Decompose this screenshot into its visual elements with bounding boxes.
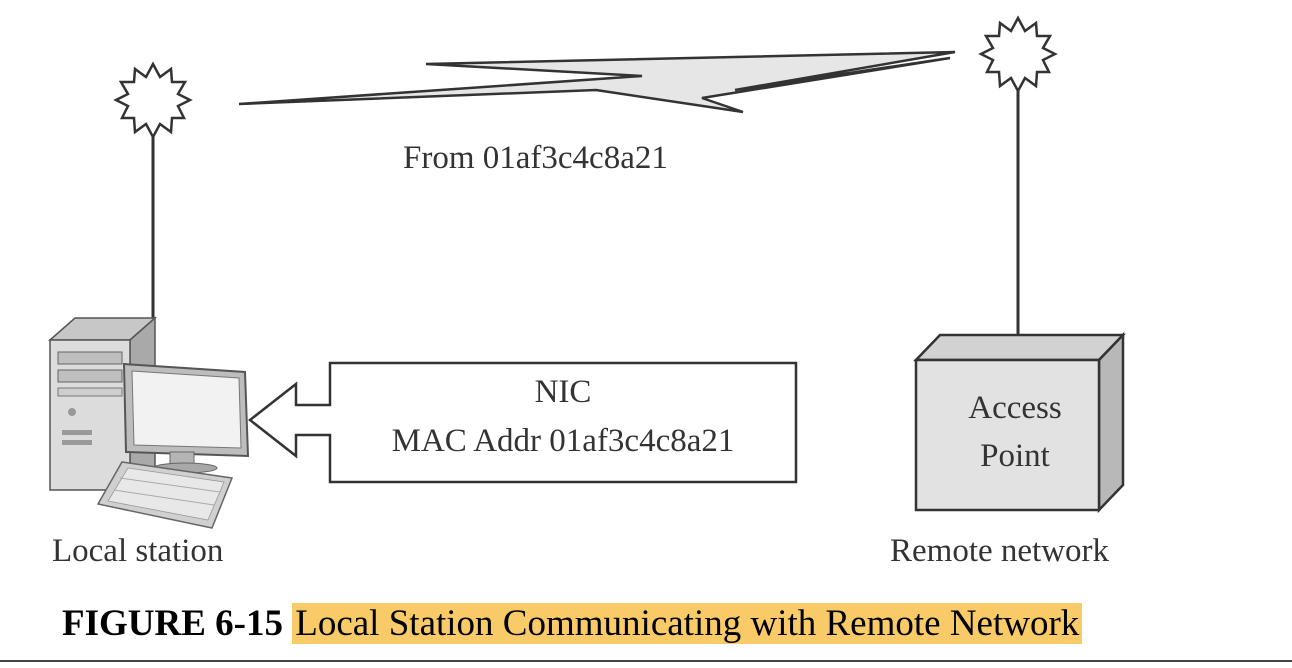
figure-number: FIGURE 6-15 bbox=[62, 603, 283, 644]
access-point-label-line1: Access bbox=[968, 390, 1062, 426]
remote-antenna-burst-icon bbox=[978, 15, 1058, 94]
local-antenna-burst-icon bbox=[113, 61, 193, 140]
mac-address-label: MAC Addr 01af3c4c8a21 bbox=[391, 423, 735, 459]
local-station-label: Local station bbox=[52, 533, 224, 569]
access-point-box-icon bbox=[913, 331, 1126, 514]
remote-network-label: Remote network bbox=[890, 533, 1110, 569]
access-point-label-line2: Point bbox=[980, 438, 1050, 474]
figure-title: Local Station Communicating with Remote … bbox=[292, 603, 1083, 644]
nic-callout-box bbox=[247, 361, 798, 484]
figure-caption: FIGURE 6-15 Local Station Communicating … bbox=[62, 602, 1083, 645]
lightning-bolt-icon bbox=[238, 50, 956, 114]
signal-label: From 01af3c4c8a21 bbox=[403, 140, 668, 176]
desktop-computer-icon bbox=[48, 316, 250, 529]
bottom-divider bbox=[0, 660, 1292, 662]
nic-label: NIC bbox=[534, 374, 592, 410]
